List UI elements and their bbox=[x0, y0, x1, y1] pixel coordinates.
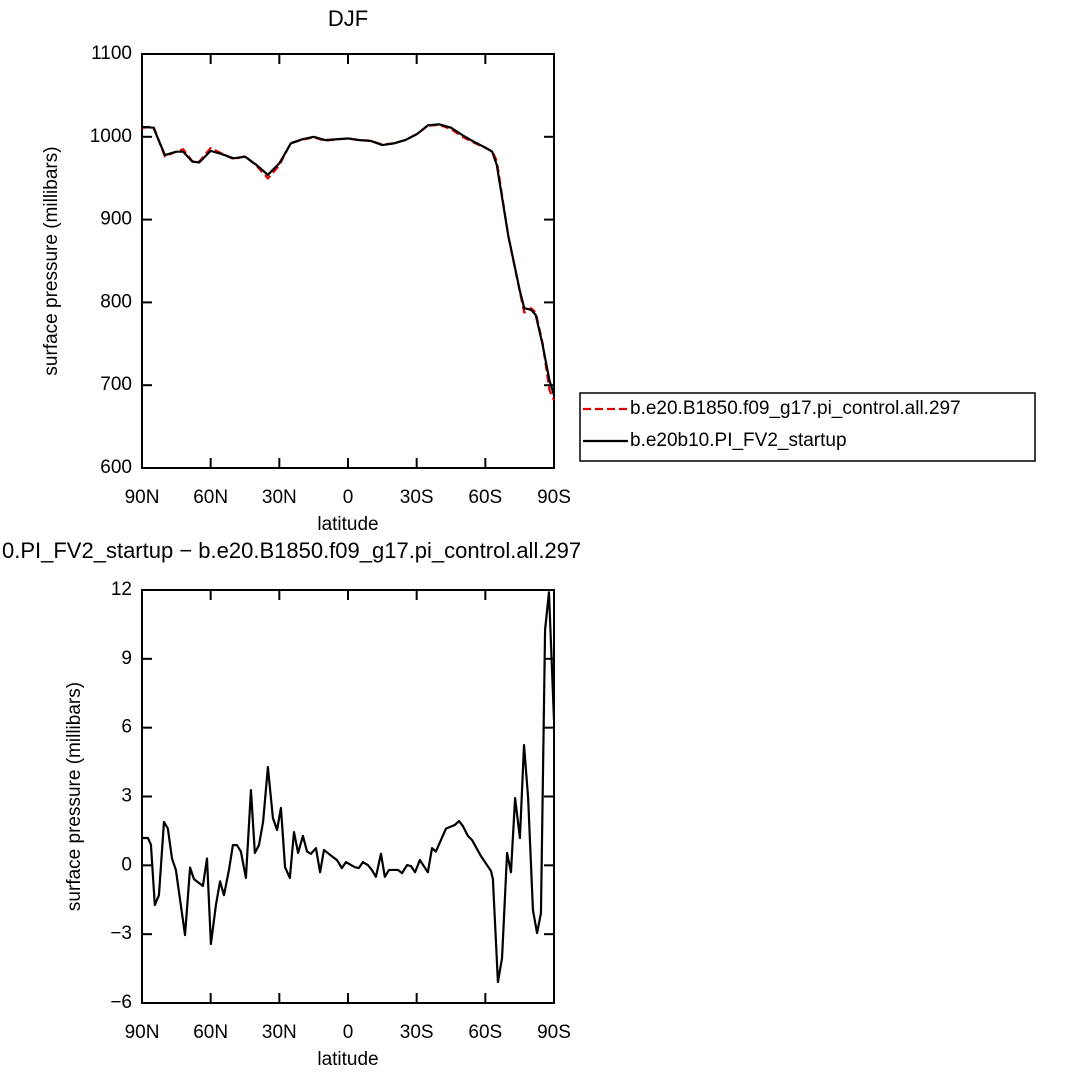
legend-label: b.e20.B1850.f09_g17.pi_control.all.297 bbox=[630, 398, 961, 419]
data-line bbox=[142, 591, 556, 984]
y-tick-label: 6 bbox=[121, 717, 132, 738]
x-tick-label: 30N bbox=[262, 487, 297, 508]
y-tick-label: 3 bbox=[121, 786, 132, 807]
x-tick-label: 60S bbox=[468, 1022, 502, 1043]
data-line bbox=[141, 123, 556, 396]
y-axis-label: surface pressure (millibars) bbox=[41, 146, 62, 375]
plot-frame bbox=[141, 589, 555, 1004]
x-tick-label: 0 bbox=[343, 1022, 354, 1043]
x-tick-label: 30S bbox=[400, 1022, 434, 1043]
y-tick-label: 0 bbox=[121, 854, 132, 875]
chart-title: DJF bbox=[328, 6, 368, 31]
y-tick-label: 900 bbox=[100, 209, 132, 230]
y-tick-label: 800 bbox=[100, 291, 132, 312]
x-tick-label: 90S bbox=[537, 487, 571, 508]
x-axis-label: latitude bbox=[317, 1049, 378, 1070]
x-tick-label: 60S bbox=[468, 487, 502, 508]
y-tick-label: 1000 bbox=[90, 126, 132, 147]
x-axis-label: latitude bbox=[317, 514, 378, 535]
plot-frame bbox=[141, 53, 555, 469]
y-axis-label: surface pressure (millibars) bbox=[64, 682, 85, 911]
x-tick-label: 60N bbox=[193, 1022, 228, 1043]
legend-box bbox=[579, 392, 1036, 462]
y-tick-label: −6 bbox=[110, 992, 132, 1013]
y-tick-label: −3 bbox=[110, 923, 132, 944]
x-tick-label: 30N bbox=[262, 1022, 297, 1043]
x-tick-label: 90N bbox=[125, 1022, 160, 1043]
y-tick-label: 700 bbox=[100, 374, 132, 395]
y-tick-label: 1100 bbox=[91, 43, 132, 64]
data-line bbox=[141, 123, 556, 401]
legend-label: b.e20b10.PI_FV2_startup bbox=[630, 430, 847, 451]
y-tick-label: 9 bbox=[121, 648, 132, 669]
chart-title: 0.PI_FV2_startup − b.e20.B1850.f09_g17.p… bbox=[2, 538, 581, 563]
x-tick-label: 90N bbox=[125, 487, 160, 508]
y-tick-label: 600 bbox=[100, 457, 132, 478]
x-tick-label: 30S bbox=[400, 487, 434, 508]
x-tick-label: 60N bbox=[193, 487, 228, 508]
x-tick-label: 90S bbox=[537, 1022, 571, 1043]
y-tick-label: 12 bbox=[111, 579, 132, 600]
x-tick-label: 0 bbox=[343, 487, 354, 508]
